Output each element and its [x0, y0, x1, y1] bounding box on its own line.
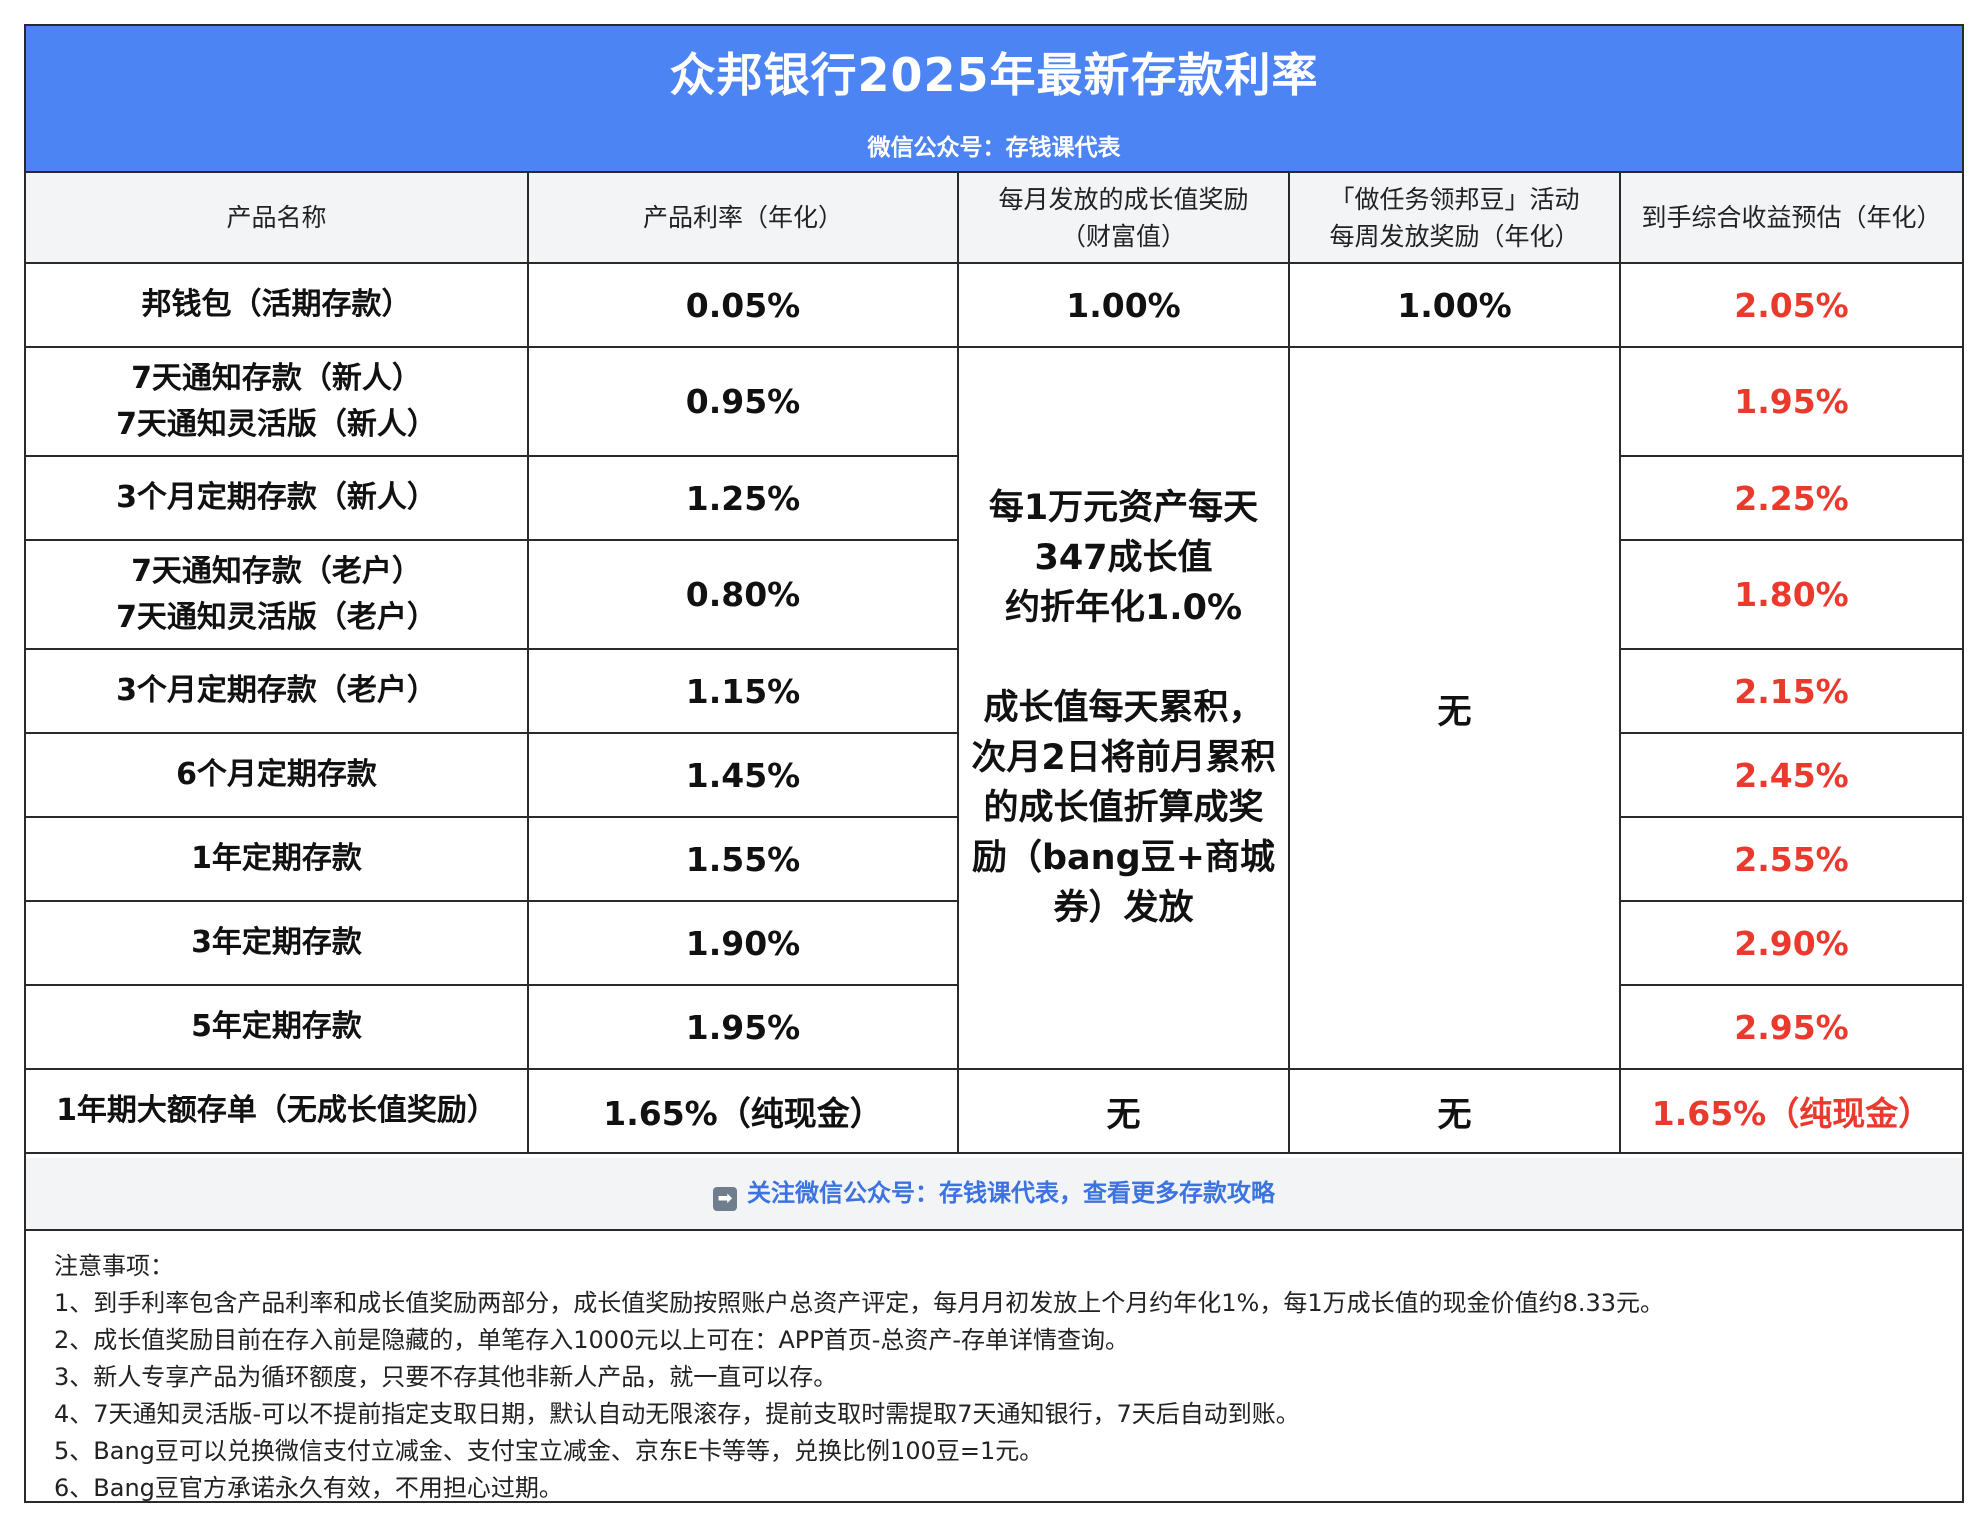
rates-table: 产品名称 产品利率（年化） 每月发放的成长值奖励 （财富值） 「做任务领邦豆」活…: [26, 173, 1962, 1154]
growth-note-line: 347成长值: [1034, 538, 1213, 578]
product-rate: 1.95%: [527, 984, 959, 1070]
table-row: 3个月定期存款（老户） 1.15% 2.15%: [26, 648, 1962, 734]
product-name: 3年定期存款: [26, 900, 529, 986]
growth-note-line: 券）发放: [1053, 888, 1194, 928]
column-header-growth-line2: （财富值）: [1060, 221, 1186, 251]
header-banner: 众邦银行2025年最新存款利率 微信公众号：存钱课代表: [26, 26, 1962, 173]
total-yield: 2.15%: [1619, 648, 1962, 734]
note-item: 3、新人专享产品为循环额度，只要不存其他非新人产品，就一直可以存。: [54, 1363, 838, 1391]
product-name-line1: 7天通知存款（新人）: [131, 360, 422, 396]
total-yield: 1.80%: [1619, 539, 1962, 650]
product-rate: 1.45%: [527, 732, 959, 818]
task-reward-merged: 无: [1288, 346, 1621, 1070]
product-rate: 1.25%: [527, 455, 959, 541]
product-name: 7天通知存款（老户） 7天通知灵活版（老户）: [26, 539, 529, 650]
growth-reward: 无: [957, 1068, 1290, 1154]
product-name: 5年定期存款: [26, 984, 529, 1070]
column-header-total: 到手综合收益预估（年化）: [1619, 173, 1962, 264]
column-header-rate: 产品利率（年化）: [527, 173, 959, 264]
table-row: 3个月定期存款（新人） 1.25% 2.25%: [26, 455, 1962, 541]
product-rate: 1.90%: [527, 900, 959, 986]
page-subtitle: 微信公众号：存钱课代表: [867, 135, 1121, 161]
product-name-line2: 7天通知灵活版（新人）: [116, 406, 437, 442]
table-row: 1年期大额存单（无成长值奖励） 1.65%（纯现金） 无 无 1.65%（纯现金…: [26, 1068, 1962, 1154]
right-arrow-icon: ➡: [713, 1187, 737, 1211]
notes-section: 注意事项： 1、到手利率包含产品利率和成长值奖励两部分，成长值奖励按照账户总资产…: [54, 1248, 1664, 1507]
table-row: 5年定期存款 1.95% 2.95%: [26, 984, 1962, 1070]
note-item: 5、Bang豆可以兑换微信支付立减金、支付宝立减金、京东E卡等等，兑换比例100…: [54, 1437, 1044, 1465]
note-item: 2、成长值奖励目前在存入前是隐藏的，单笔存入1000元以上可在：APP首页-总资…: [54, 1326, 1130, 1354]
total-yield: 2.90%: [1619, 900, 1962, 986]
total-yield: 2.25%: [1619, 455, 1962, 541]
product-name: 3个月定期存款（老户）: [26, 648, 529, 734]
total-yield: 1.65%（纯现金）: [1619, 1068, 1962, 1154]
table-row: 3年定期存款 1.90% 2.90%: [26, 900, 1962, 986]
notes-title: 注意事项：: [54, 1252, 174, 1280]
column-header-task-line2: 每周发放奖励（年化）: [1329, 221, 1580, 251]
rate-table-card: 众邦银行2025年最新存款利率 微信公众号：存钱课代表 产品名称 产品利率（年化…: [24, 24, 1964, 1503]
table-row: 1年定期存款 1.55% 2.55%: [26, 816, 1962, 902]
column-header-task-line1: 「做任务领邦豆」活动: [1329, 184, 1580, 214]
column-header-growth: 每月发放的成长值奖励 （财富值）: [957, 173, 1290, 264]
total-yield: 2.05%: [1619, 262, 1962, 348]
growth-reward: 1.00%: [957, 262, 1290, 348]
table-row: 7天通知存款（老户） 7天通知灵活版（老户） 0.80% 1.80%: [26, 539, 1962, 650]
product-name: 邦钱包（活期存款）: [26, 262, 529, 348]
note-item: 6、Bang豆官方承诺永久有效，不用担心过期。: [54, 1474, 563, 1502]
total-yield: 2.95%: [1619, 984, 1962, 1070]
table-row: 7天通知存款（新人） 7天通知灵活版（新人） 0.95% 每1万元资产每天 34…: [26, 346, 1962, 1070]
task-reward: 无: [1288, 1068, 1621, 1154]
product-name-line2: 7天通知灵活版（老户）: [116, 599, 437, 635]
note-item: 4、7天通知灵活版-可以不提前指定支取日期，默认自动无限滚存，提前支取时需提取7…: [54, 1400, 1300, 1428]
product-rate: 0.05%: [527, 262, 959, 348]
total-yield: 2.45%: [1619, 732, 1962, 818]
product-rate: 1.15%: [527, 648, 959, 734]
column-header-name: 产品名称: [26, 173, 529, 264]
product-name: 1年定期存款: [26, 816, 529, 902]
page-title: 众邦银行2025年最新存款利率: [669, 48, 1319, 102]
table-header-row: 产品名称 产品利率（年化） 每月发放的成长值奖励 （财富值） 「做任务领邦豆」活…: [26, 173, 1962, 264]
growth-note-line: 每1万元资产每天: [988, 488, 1259, 528]
product-rate: 1.55%: [527, 816, 959, 902]
growth-note-line: 次月2日将前月累积: [971, 738, 1276, 778]
product-rate: 1.65%（纯现金）: [527, 1068, 959, 1154]
product-rate: 0.95%: [527, 346, 959, 457]
total-yield: 2.55%: [1619, 816, 1962, 902]
product-name: 1年期大额存单（无成长值奖励）: [26, 1068, 529, 1154]
growth-note-line: 成长值每天累积，: [983, 688, 1264, 728]
note-item: 1、到手利率包含产品利率和成长值奖励两部分，成长值奖励按照账户总资产评定，每月月…: [54, 1289, 1665, 1317]
column-header-task: 「做任务领邦豆」活动 每周发放奖励（年化）: [1288, 173, 1621, 264]
product-name: 7天通知存款（新人） 7天通知灵活版（新人）: [26, 346, 529, 457]
growth-note-line: 的成长值折算成奖: [983, 788, 1264, 828]
table-row: 6个月定期存款 1.45% 2.45%: [26, 732, 1962, 818]
product-name-line1: 7天通知存款（老户）: [131, 553, 422, 589]
product-name: 3个月定期存款（新人）: [26, 455, 529, 541]
column-header-growth-line1: 每月发放的成长值奖励: [998, 184, 1249, 214]
promo-text: 关注微信公众号：存钱课代表，查看更多存款攻略: [747, 1179, 1275, 1207]
growth-note-line: 励（bang豆+商城: [972, 838, 1275, 878]
table-row: 邦钱包（活期存款） 0.05% 1.00% 1.00% 2.05%: [26, 262, 1962, 348]
task-reward: 1.00%: [1288, 262, 1621, 348]
promo-banner: ➡ 关注微信公众号：存钱课代表，查看更多存款攻略: [26, 1158, 1962, 1231]
product-name: 6个月定期存款: [26, 732, 529, 818]
total-yield: 1.95%: [1619, 346, 1962, 457]
growth-note-line: 约折年化1.0%: [1004, 588, 1243, 628]
growth-reward-merged: 每1万元资产每天 347成长值 约折年化1.0% 成长值每天累积， 次月2日将前…: [957, 346, 1290, 1070]
product-rate: 0.80%: [527, 539, 959, 650]
